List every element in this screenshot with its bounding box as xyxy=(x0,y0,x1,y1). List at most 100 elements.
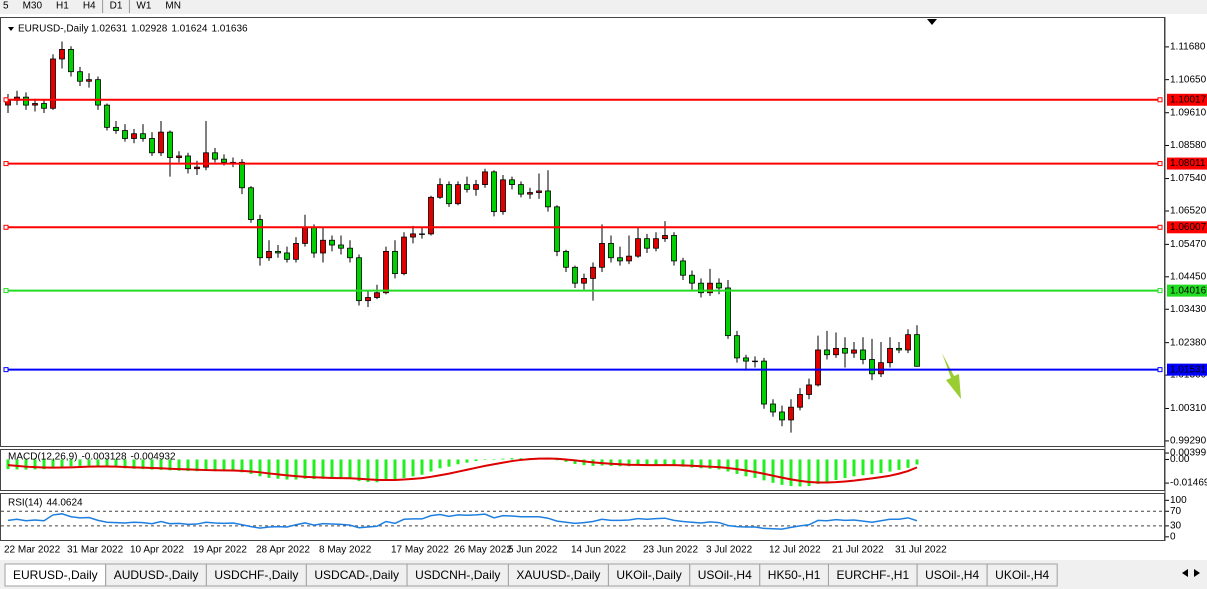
level-price-label: 1.01531 xyxy=(1170,364,1207,375)
macd-bar xyxy=(735,459,739,474)
candle-body xyxy=(140,133,146,139)
macd-bar xyxy=(33,459,37,470)
tab-label[interactable]: HK50-,H1 xyxy=(768,568,821,582)
candle-body xyxy=(500,179,506,213)
timeframe-button[interactable]: MN xyxy=(165,1,181,12)
macd-bar xyxy=(699,459,703,469)
x-tick-label: 8 May 2022 xyxy=(319,545,372,556)
macd-bar xyxy=(15,459,19,470)
candle-body xyxy=(275,250,281,254)
level-price-box xyxy=(1167,157,1207,170)
macd-bar xyxy=(915,459,919,465)
macd-bar xyxy=(366,459,370,482)
x-tick-label: 26 May 2022 xyxy=(454,545,512,556)
tab-label[interactable]: USDCHF-,Daily xyxy=(214,568,298,582)
timeframe-button[interactable]: H4 xyxy=(83,1,96,12)
candle-body xyxy=(797,394,803,408)
macd-bar xyxy=(42,459,46,470)
y-tick-label: -0.01469 xyxy=(1170,478,1207,489)
level-price-box xyxy=(1167,284,1207,297)
candle-body xyxy=(851,349,857,354)
macd-bar xyxy=(861,459,865,476)
tab-scroll-right[interactable] xyxy=(1194,569,1200,577)
tab-label[interactable]: UKOil-,H4 xyxy=(995,568,1049,582)
timeframe-button[interactable]: W1 xyxy=(136,1,151,12)
macd-bar xyxy=(195,459,199,472)
candle-body xyxy=(158,131,164,154)
timeframe-button[interactable]: 5 xyxy=(3,1,9,12)
x-tick-label: 23 Jun 2022 xyxy=(643,545,698,556)
macd-bar xyxy=(249,459,253,474)
y-tick-label: 70 xyxy=(1170,506,1182,517)
y-tick-label: 1.10650 xyxy=(1170,74,1207,85)
macd-bar xyxy=(114,459,118,468)
candle-body xyxy=(554,206,560,252)
macd-bar xyxy=(159,459,163,470)
candle-body xyxy=(77,71,83,82)
x-tick-label: 17 May 2022 xyxy=(391,545,449,556)
macd-bar xyxy=(429,459,433,472)
tab-label[interactable]: EURUSD-,Daily xyxy=(13,568,98,582)
candle-body xyxy=(527,192,533,195)
macd-bar xyxy=(6,459,10,470)
candle-body xyxy=(113,126,119,131)
macd-bar xyxy=(204,459,208,472)
macd-bar xyxy=(510,458,514,460)
tab[interactable] xyxy=(986,563,1058,587)
level-price-box xyxy=(1167,93,1207,106)
level-handle xyxy=(3,161,9,167)
tab-scroll-left[interactable] xyxy=(1182,569,1188,577)
timeframe-button[interactable]: H1 xyxy=(56,1,69,12)
candle-body xyxy=(779,411,785,421)
macd-bar xyxy=(780,459,784,485)
candle-body xyxy=(410,233,416,238)
y-tick-label: 1.09610 xyxy=(1170,107,1207,118)
x-tick-label: 10 Apr 2022 xyxy=(130,545,184,556)
macd-bar xyxy=(636,459,640,466)
macd-bar xyxy=(690,459,694,468)
macd-bar xyxy=(402,459,406,478)
level-handle xyxy=(1157,288,1163,294)
tab-label[interactable]: USOil-,H4 xyxy=(925,568,979,582)
tab-label[interactable]: AUDUSD-,Daily xyxy=(114,568,199,582)
timeframe-button[interactable]: D1 xyxy=(110,1,123,12)
candle-body xyxy=(824,349,830,356)
macd-bar xyxy=(393,459,397,481)
timeframe-button[interactable]: M30 xyxy=(23,1,43,12)
level-handle xyxy=(3,288,9,294)
candle-body xyxy=(248,187,254,220)
tab-label[interactable]: XAUUSD-,Daily xyxy=(516,568,600,582)
tab-label[interactable]: UKOil-,Daily xyxy=(616,568,681,582)
tab-label[interactable]: EURCHF-,H1 xyxy=(836,568,909,582)
y-tick-label: 1.11680 xyxy=(1170,42,1206,53)
tab-label[interactable]: USDCAD-,Daily xyxy=(314,568,399,582)
macd-bar xyxy=(825,459,829,482)
macd-bar xyxy=(609,459,613,466)
macd-bar xyxy=(645,459,649,466)
tab-label[interactable]: USOil-,H4 xyxy=(698,568,752,582)
candle-body xyxy=(257,219,263,259)
candle-body xyxy=(437,184,443,198)
macd-bar xyxy=(24,459,28,470)
macd-bar xyxy=(573,459,577,464)
y-tick-label: 0.00399 xyxy=(1170,448,1207,459)
candle-body xyxy=(752,360,758,363)
level-handle xyxy=(3,97,9,103)
candle-body xyxy=(365,297,371,302)
macd-bar xyxy=(438,459,442,469)
level-handle xyxy=(1157,224,1163,230)
macd-bar xyxy=(348,459,352,480)
candle-body xyxy=(590,266,596,279)
level-price-box xyxy=(1167,363,1207,376)
y-tick-label: 100 xyxy=(1170,495,1187,506)
macd-bar xyxy=(411,459,415,477)
candle-body xyxy=(743,357,749,362)
macd-bar xyxy=(618,459,622,467)
candle-body xyxy=(509,179,515,185)
tab-label[interactable]: USDCNH-,Daily xyxy=(415,568,500,582)
y-tick-label: 1.05470 xyxy=(1170,239,1207,250)
indicator-label: MACD(12,26,9) xyxy=(8,452,77,463)
candle-body xyxy=(32,103,38,106)
macd-bar xyxy=(465,459,469,463)
candle-body xyxy=(788,406,794,421)
